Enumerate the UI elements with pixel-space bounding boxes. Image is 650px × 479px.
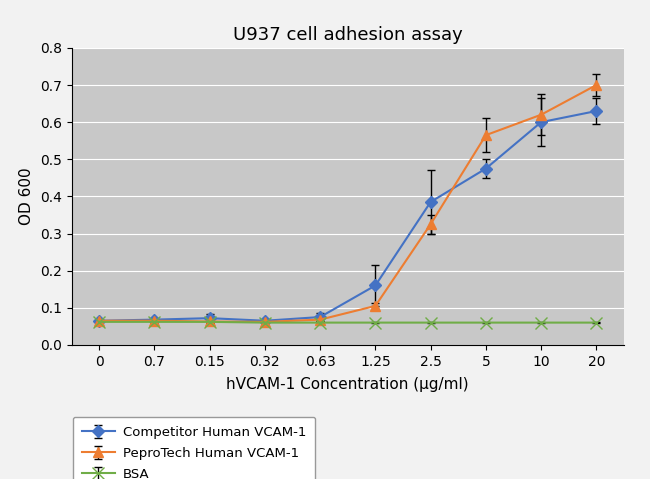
Y-axis label: OD 600: OD 600 <box>20 168 34 225</box>
X-axis label: hVCAM-1 Concentration (μg/ml): hVCAM-1 Concentration (μg/ml) <box>226 377 469 392</box>
Title: U937 cell adhesion assay: U937 cell adhesion assay <box>233 25 463 44</box>
Legend: Competitor Human VCAM-1, PeproTech Human VCAM-1, BSA: Competitor Human VCAM-1, PeproTech Human… <box>73 417 315 479</box>
